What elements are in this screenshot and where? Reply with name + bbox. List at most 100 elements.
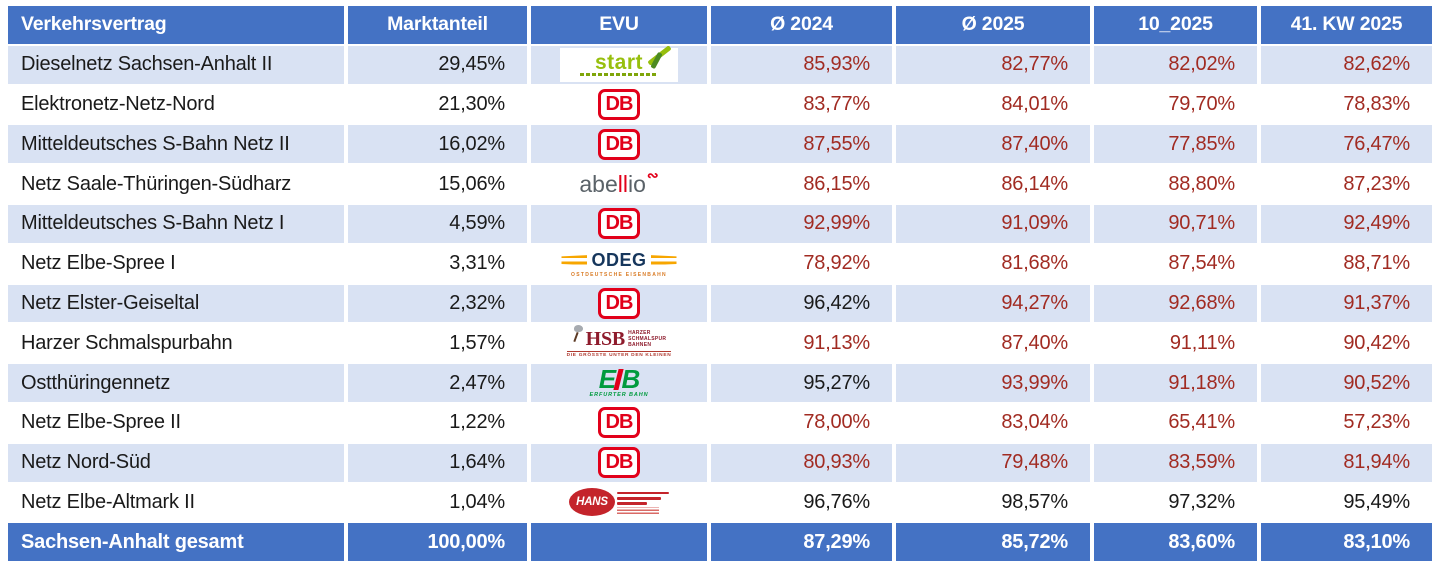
column-header-7: 41. KW 2025 [1261,6,1432,44]
punctuality-value: 97,32% [1094,483,1257,522]
evu-logo-cell: DB [531,284,707,323]
punctuality-value: 87,54% [1094,244,1257,283]
contract-name: Elektronetz-Netz-Nord [8,85,344,124]
market-share-value: 1,22% [348,403,527,442]
market-share-value: 2,32% [348,284,527,323]
evu-logo-cell: start [531,45,707,84]
odeg-wing-icon [650,255,677,266]
db-logo: DB [597,88,641,120]
footer-total-label: Sachsen-Anhalt gesamt [8,523,344,562]
market-share-value: 29,45% [348,45,527,84]
punctuality-value: 83,04% [896,403,1090,442]
punctuality-value: 91,11% [1094,324,1257,363]
evu-logo-cell: DB [531,403,707,442]
hsb-slogan: DIE GRÖSSTE UNTER DEN KLEINEN [566,350,672,358]
contract-name: Harzer Schmalspurbahn [8,324,344,363]
evu-logo-cell: DB [531,125,707,164]
db-logo: DB [597,447,641,479]
contract-name: Netz Saale-Thüringen-Südharz [8,165,344,203]
hans-subtext-bar [617,507,659,515]
db-logo: DB [597,407,641,439]
contract-name: Mitteldeutsches S-Bahn Netz I [8,204,344,243]
punctuality-value: 91,09% [896,204,1090,243]
punctuality-value: 81,68% [896,244,1090,283]
start-wordmark: start [594,50,644,74]
market-share-value: 1,57% [348,324,527,363]
punctuality-value: 82,62% [1261,45,1432,84]
footer-punctuality-value: 83,60% [1094,523,1257,562]
db-logo: DB [597,128,641,160]
punctuality-value: 78,92% [711,244,892,283]
abellio-swirl-icon: ∾ [646,166,659,183]
punctuality-value: 78,00% [711,403,892,442]
column-header-5: Ø 2025 [896,6,1090,44]
punctuality-value: 87,40% [896,324,1090,363]
punctuality-value: 86,14% [896,165,1090,203]
evu-logo-cell: ODEG OSTDEUTSCHE EISENBAHN [531,244,707,283]
contract-name: Netz Elbe-Altmark II [8,483,344,522]
punctuality-value: 92,99% [711,204,892,243]
punctuality-value: 80,93% [711,443,892,482]
odeg-subtitle: OSTDEUTSCHE EISENBAHN [571,271,667,278]
eb-letter-e: E [598,364,616,395]
abellio-wordmark-part: abe [579,170,618,197]
column-header-1: Verkehrsvertrag [8,6,344,44]
hsb-subtitle: HARZER SCHMALSPUR BAHNEN [628,330,666,349]
column-header-4: Ø 2024 [711,6,892,44]
punctuality-value: 96,76% [711,483,892,522]
eb-subtitle: ERFURTER BAHN [589,392,649,399]
db-logo: DB [597,208,641,240]
punctuality-value: 85,93% [711,45,892,84]
eb-logo: E B ERFURTER BAHN [589,364,649,399]
contract-name: Netz Elbe-Spree II [8,403,344,442]
market-share-value: 2,47% [348,364,527,402]
footer-punctuality-value: 87,29% [711,523,892,562]
abellio-wordmark-part: io [627,170,646,197]
hsb-logo: HSB HARZER SCHMALSPUR BAHNEN DIE GRÖSSTE UNT… [561,324,677,359]
footer-evu-cell [531,523,707,562]
punctuality-value: 78,83% [1261,85,1432,124]
odeg-logo-top: ODEG [561,250,677,271]
punctuality-value: 83,59% [1094,443,1257,482]
abellio-logo: abe ll io ∾ [579,167,658,198]
punctuality-value: 82,77% [896,45,1090,84]
punctuality-value: 93,99% [896,364,1090,402]
punctuality-value: 77,85% [1094,125,1257,164]
punctuality-value: 87,55% [711,125,892,164]
evu-logo-cell: abe ll io ∾ [531,165,707,203]
footer-total-share: 100,00% [348,523,527,562]
market-share-value: 4,59% [348,204,527,243]
punctuality-value: 91,37% [1261,284,1432,323]
punctuality-value: 88,80% [1094,165,1257,203]
evu-logo-cell: DB [531,443,707,482]
hans-logo: HANS [569,488,669,517]
punctuality-value: 95,49% [1261,483,1432,522]
hsb-subtitle-line: BAHNEN [628,342,652,349]
punctuality-value: 79,70% [1094,85,1257,124]
punctuality-value: 86,15% [711,165,892,203]
punctuality-value: 76,47% [1261,125,1432,164]
evu-logo-cell: E B ERFURTER BAHN [531,364,707,402]
hsb-wordmark: HSB [585,328,626,351]
contract-name: Ostthüringennetz [8,364,344,402]
market-share-value: 1,64% [348,443,527,482]
contract-name: Netz Elster-Geiseltal [8,284,344,323]
punctuality-value: 92,68% [1094,284,1257,323]
column-header-2: Marktanteil [348,6,527,44]
footer-punctuality-value: 83,10% [1261,523,1432,562]
eb-letter-b: B [621,364,641,395]
punctuality-value: 57,23% [1261,403,1432,442]
punctuality-value: 84,01% [896,85,1090,124]
footer-punctuality-value: 85,72% [896,523,1090,562]
evu-logo-cell: DB [531,204,707,243]
start-star-icon [646,46,672,65]
market-share-value: 16,02% [348,125,527,164]
hsb-logo-main: HSB HARZER SCHMALSPUR BAHNEN [572,324,667,351]
punctuality-value: 96,42% [711,284,892,323]
market-share-value: 1,04% [348,483,527,522]
contract-name: Netz Elbe-Spree I [8,244,344,283]
start-tagline-bar [580,72,658,77]
market-share-value: 3,31% [348,244,527,283]
